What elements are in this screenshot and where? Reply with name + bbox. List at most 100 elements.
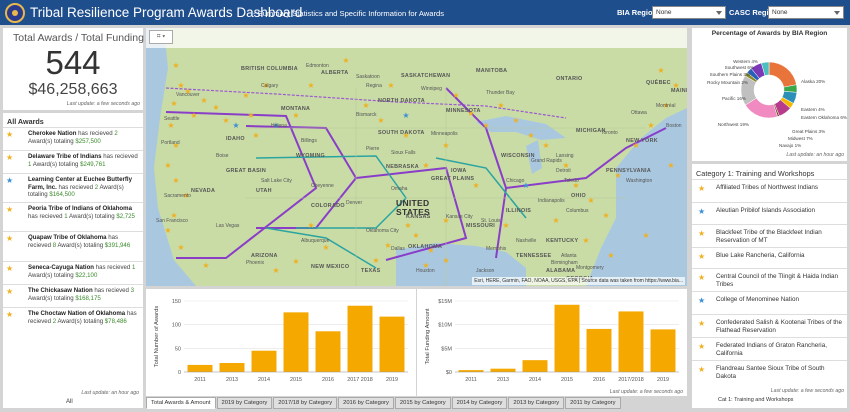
category-list-item[interactable]: ★ Affiliated Tribes of Northwest Indians [692,179,847,202]
bar[interactable] [522,360,548,372]
award-marker[interactable]: ★ [202,261,209,270]
award-filter-all[interactable]: All [66,399,73,405]
tab-6[interactable]: 2013 by Category [508,397,565,409]
pie-slice[interactable] [768,61,797,88]
award-marker[interactable]: ★ [672,81,679,90]
award-marker[interactable]: ★ [587,196,594,205]
award-marker[interactable]: ★ [172,141,179,150]
award-marker[interactable]: ★ [342,56,349,65]
award-marker[interactable]: ★ [542,141,549,150]
award-marker[interactable]: ★ [167,121,174,130]
award-list-item[interactable]: ★ Learning Center at Euchee Butterfly Far… [3,173,143,202]
tab-7[interactable]: 2011 by Category [565,397,621,409]
award-marker[interactable]: ★ [404,221,411,230]
award-marker[interactable]: ★ [262,81,269,90]
award-marker[interactable]: ★ [552,216,559,225]
casc-region-select[interactable]: None [768,6,844,19]
award-marker[interactable]: ★ [572,181,579,190]
tab-3[interactable]: 2016 by Category [338,397,394,409]
bar[interactable] [650,329,676,372]
award-marker[interactable]: ★ [272,121,279,130]
award-marker[interactable]: ★ [422,261,429,270]
award-marker[interactable]: ★ [482,121,489,130]
award-marker[interactable]: ★ [170,99,177,108]
bar[interactable] [283,312,309,372]
category-list-item[interactable]: ★ Federated Indians of Graton Rancheria, … [692,337,847,360]
award-marker[interactable]: ★ [442,141,449,150]
award-marker[interactable]: ★ [307,221,314,230]
award-marker[interactable]: ★ [292,111,299,120]
category-list-item[interactable]: ★ Flandreau Santee Sioux Tribe of South D… [692,360,847,383]
pie-slice[interactable] [761,61,770,76]
award-list-item[interactable]: ★ The Chickasaw Nation has recieved 3 Awa… [3,284,143,307]
bar[interactable] [347,305,373,372]
award-list-item[interactable]: ★ Quapaw Tribe of Oklahoma has recieved 8… [3,231,143,261]
category-list-item[interactable]: ★ College of Menominee Nation [692,291,847,314]
award-marker[interactable]: ★ [632,141,639,150]
category-list-item[interactable]: ★ Central Council of the Tlingit & Haida … [692,268,847,291]
award-marker[interactable]: ★ [242,91,249,100]
award-marker[interactable]: ★ [607,251,614,260]
bar[interactable] [315,331,341,372]
award-marker[interactable]: ★ [190,111,197,120]
bar[interactable] [251,350,277,372]
award-marker[interactable]: ★ [562,161,569,170]
award-marker[interactable]: ★ [170,211,177,220]
award-marker[interactable]: ★ [442,216,449,225]
award-marker[interactable]: ★ [182,191,189,200]
award-marker[interactable]: ★ [512,116,519,125]
bar[interactable] [187,364,213,372]
award-marker[interactable]: ★ [172,61,179,70]
award-marker[interactable]: ★ [362,101,369,110]
award-marker[interactable]: ★ [177,81,184,90]
bar[interactable] [490,368,516,372]
bia-region-select[interactable]: None [652,6,726,19]
award-marker[interactable]: ★ [307,81,314,90]
category-selector[interactable]: Cat 1: Training and Workshops [718,397,794,403]
award-marker[interactable]: ★ [384,241,391,250]
award-marker[interactable]: ★ [427,246,434,255]
award-marker[interactable]: ★ [657,66,664,75]
award-marker[interactable]: ★ [177,243,184,252]
award-marker[interactable]: ★ [184,87,191,96]
award-marker[interactable]: ★ [252,131,259,140]
bar[interactable] [554,304,580,372]
bar[interactable] [586,328,612,372]
award-list-item[interactable]: ★ Cherokee Nation has recieved 2 Award(s)… [3,127,143,150]
award-marker[interactable]: ★ [164,161,171,170]
award-marker[interactable]: ★ [377,116,384,125]
award-marker[interactable]: ★ [522,181,529,190]
award-marker[interactable]: ★ [452,91,459,100]
award-marker[interactable]: ★ [667,161,674,170]
award-marker[interactable]: ★ [502,221,509,230]
award-marker[interactable]: ★ [422,161,429,170]
award-marker[interactable]: ★ [467,109,474,118]
bar[interactable] [219,363,245,372]
tab-0[interactable]: Total Awards & Amount [146,397,216,409]
award-marker[interactable]: ★ [172,176,179,185]
award-marker[interactable]: ★ [322,243,329,252]
tab-5[interactable]: 2014 by Category [451,397,508,409]
award-marker[interactable]: ★ [527,131,534,140]
award-marker[interactable]: ★ [232,121,239,130]
award-marker[interactable]: ★ [247,111,254,120]
award-marker[interactable]: ★ [272,266,279,275]
award-marker[interactable]: ★ [212,103,219,112]
award-list-item[interactable]: ★ Delaware Tribe of Indians has recieved … [3,150,143,173]
tab-1[interactable]: 2019 by Category [216,397,273,409]
award-marker[interactable]: ★ [372,256,379,265]
award-marker[interactable]: ★ [582,236,589,245]
award-marker[interactable]: ★ [164,226,171,235]
award-marker[interactable]: ★ [442,256,449,265]
award-marker[interactable]: ★ [647,121,654,130]
award-marker[interactable]: ★ [387,81,394,90]
map-select-tool[interactable]: ⌗ ▾ [149,30,173,44]
award-marker[interactable]: ★ [412,231,419,240]
award-list-item[interactable]: ★ Seneca-Cayuga Nation has recieved 1 Awa… [3,261,143,284]
award-marker[interactable]: ★ [402,131,409,140]
award-marker[interactable]: ★ [497,101,504,110]
award-marker[interactable]: ★ [200,96,207,105]
award-marker[interactable]: ★ [642,231,649,240]
award-marker[interactable]: ★ [222,116,229,125]
bar[interactable] [379,316,405,372]
